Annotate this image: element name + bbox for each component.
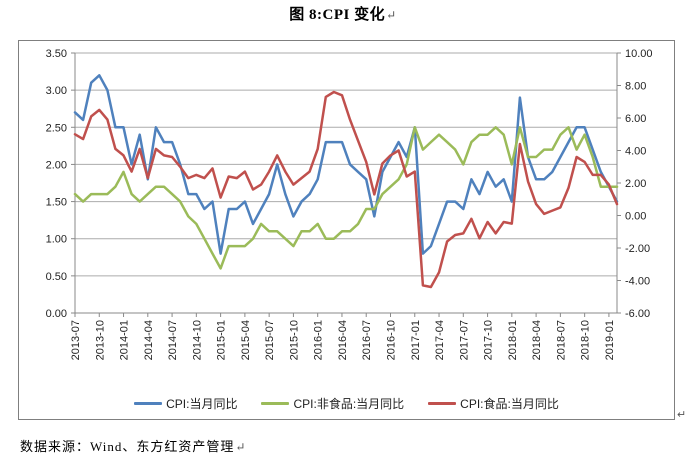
source-note: 数据来源：Wind、东方红资产管理↵ [20,436,246,455]
legend-line-swatch-blue [134,402,163,405]
x-axis-label: 2016-10 [385,320,397,360]
right-axis-label: 10.00 [625,48,653,60]
series-line-1 [73,126,619,270]
legend-label: CPI:非食品:当月同比 [293,397,405,411]
left-axis-label: 1.00 [46,234,67,246]
return-mark-icon: ↵ [677,409,686,421]
legend-item-cpi-food: CPI:食品:当月同比 [428,395,559,412]
left-axis-label: 2.50 [46,122,67,134]
right-axis-label: 4.00 [625,146,646,158]
x-axis-label: 2018-01 [507,320,519,360]
series-line-0 [73,74,619,255]
right-axis-label: 6.00 [625,113,646,125]
legend-label: CPI:食品:当月同比 [460,397,559,411]
x-axis-label: 2018-04 [531,320,543,360]
right-axis-label: -6.00 [625,308,650,320]
x-axis-label: 2019-01 [604,320,616,360]
right-axis-label: 0.00 [625,211,646,223]
x-axis-label: 2016-01 [313,320,325,360]
x-axis-label: 2017-10 [483,320,495,360]
right-axis-label: 2.00 [625,178,646,190]
left-axis-label: 2.00 [46,159,67,171]
x-axis-label: 2015-10 [288,320,300,360]
return-mark-icon: ↵ [386,8,397,22]
left-axis-label: 3.00 [46,85,67,97]
chart-frame: 3.50 3.00 2.50 2.00 1.50 1.00 0.50 0.00 10.00 8.0… [18,40,675,420]
legend-label: CPI:当月同比 [166,397,238,411]
left-axis-label: 3.50 [46,48,67,60]
series-line-2 [73,90,619,289]
x-axis-label: 2016-07 [361,320,373,360]
right-axis-label: -4.00 [625,276,650,288]
right-axis-label: 8.00 [625,81,646,93]
x-axis-label: 2016-04 [337,320,349,360]
figure-title: 图 8:CPI 变化↵ [0,3,686,24]
left-axis-label: 1.50 [46,197,67,209]
x-axis-label: 2017-07 [458,320,470,360]
right-axis-label: -2.00 [625,243,650,255]
x-axis-label: 2015-04 [240,320,252,360]
legend-line-swatch-green [261,402,290,405]
x-axis-label: 2018-10 [580,320,592,360]
legend-line-swatch-red [428,402,457,405]
x-axis-label: 2014-10 [191,320,203,360]
cpi-line-chart: 3.50 3.00 2.50 2.00 1.50 1.00 0.50 0.00 10.00 8.0… [46,48,653,360]
x-axis-label: 2014-04 [143,320,155,360]
x-axis-label: 2017-01 [410,320,422,360]
return-mark-icon: ↵ [235,440,247,454]
x-axis-label: 2015-01 [216,320,228,360]
figure-title-text: 图 8:CPI 变化 [289,7,386,23]
chart-legend: CPI:当月同比 CPI:非食品:当月同比 CPI:食品:当月同比 [19,395,674,412]
x-axis-label: 2017-04 [434,320,446,360]
x-axis-label: 2015-07 [264,320,276,360]
x-axis-label: 2013-10 [94,320,106,360]
left-axis-label: 0.00 [46,308,67,320]
source-note-text: 数据来源：Wind、东方红资产管理 [20,439,235,454]
x-axis-label: 2014-07 [167,320,179,360]
left-axis-label: 0.50 [46,271,67,283]
x-axis-label: 2014-01 [119,320,131,360]
legend-item-cpi-nonfood: CPI:非食品:当月同比 [261,395,404,412]
x-axis-label: 2013-07 [70,320,82,360]
legend-item-cpi: CPI:当月同比 [134,395,237,412]
x-axis-label: 2018-07 [555,320,567,360]
